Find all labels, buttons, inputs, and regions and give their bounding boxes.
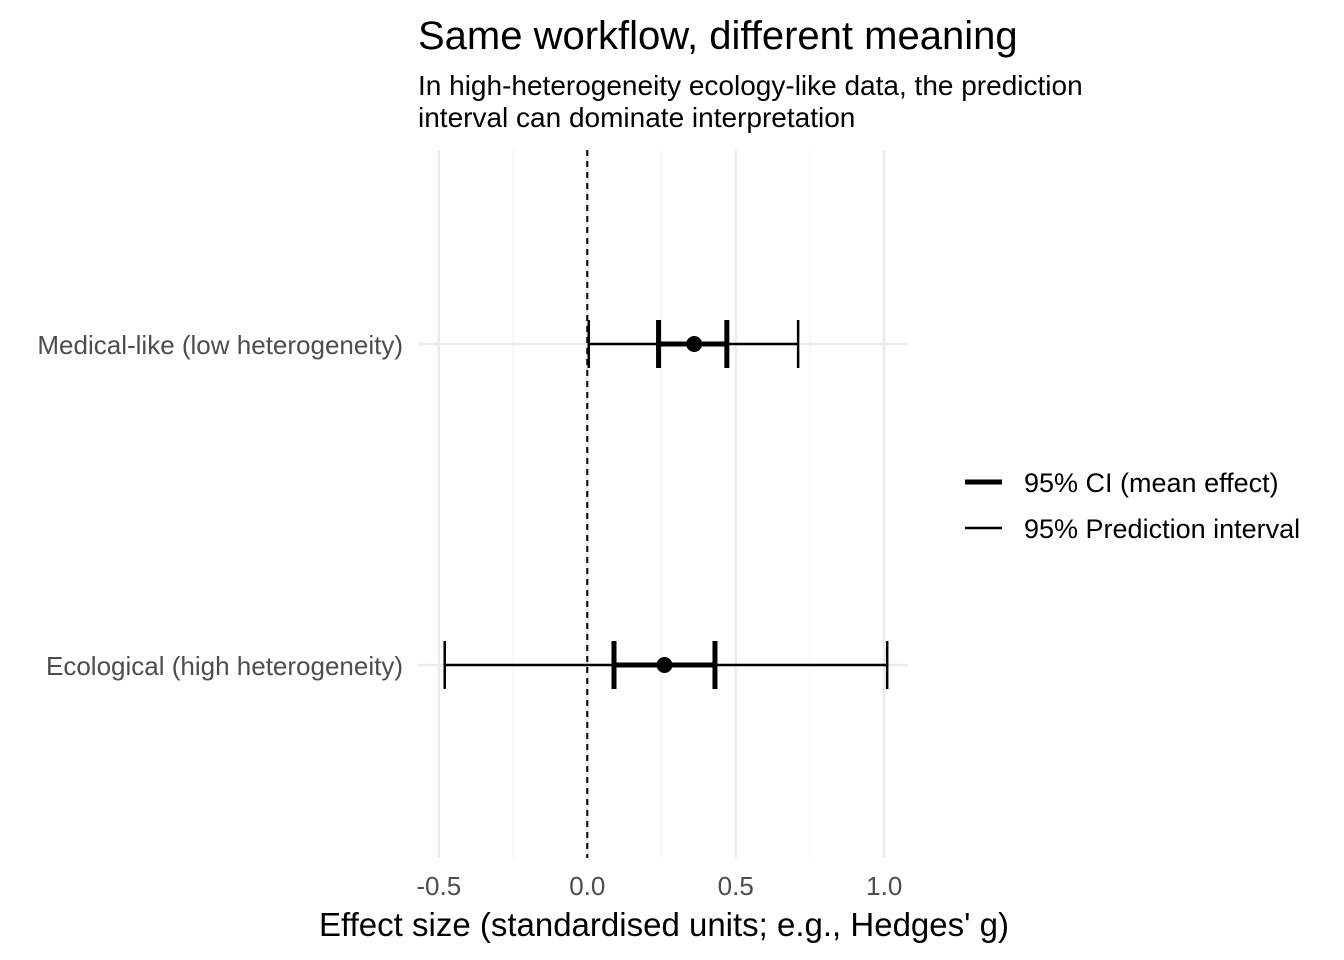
point-estimate [686,336,703,352]
x-tick-label: -0.5 [416,871,461,901]
point-estimate [656,657,673,673]
legend: 95% CI (mean effect) 95% Prediction inte… [965,468,1300,544]
marks [443,150,889,858]
legend-ci-label: 95% CI (mean effect) [1024,468,1279,498]
x-tick-label: 0.5 [718,871,754,901]
x-axis-label: Effect size (standardised units; e.g., H… [319,906,1009,943]
x-tick-label: 0.0 [569,871,605,901]
chart-subtitle-line-2: interval can dominate interpretation [418,102,855,133]
chart-subtitle-line-1: In high-heterogeneity ecology-like data,… [418,70,1083,101]
grid [418,150,908,858]
x-tick-label: 1.0 [866,871,902,901]
y-tick-label: Medical-like (low heterogeneity) [37,330,403,360]
axes: -0.5 0.0 0.5 1.0 Medical-like (low heterogen… [37,330,902,901]
chart-title: Same workflow, different meaning [418,14,1018,58]
legend-pi-label: 95% Prediction interval [1024,514,1300,544]
y-tick-label: Ecological (high heterogeneity) [46,651,403,681]
